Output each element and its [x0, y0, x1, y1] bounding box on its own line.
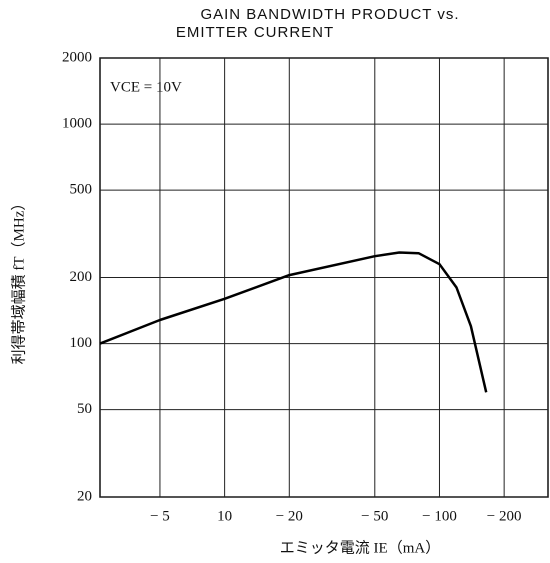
y-tick-label: 200 — [70, 269, 93, 285]
x-axis-label: エミッタ電流 IE（mA） — [280, 539, 440, 556]
x-tick-label: − 100 — [422, 508, 457, 524]
x-tick-label: − 5 — [150, 508, 170, 524]
y-tick-label: 2000 — [62, 49, 92, 65]
y-tick-label: 500 — [70, 182, 93, 198]
y-tick-label: 50 — [77, 401, 92, 417]
y-tick-label: 1000 — [62, 116, 92, 132]
curve — [99, 251, 488, 393]
x-tick-label: − 50 — [361, 508, 388, 524]
annotation: VCE = 10V — [110, 79, 182, 95]
x-tick-label: 10 — [217, 508, 232, 524]
chart-title: GAIN BANDWIDTH PRODUCT vs. — [200, 6, 459, 23]
y-tick-label: 20 — [77, 488, 92, 504]
chart-title: EMITTER CURRENT — [176, 24, 334, 41]
y-tick-label: 100 — [70, 335, 93, 351]
x-tick-label: − 200 — [487, 508, 522, 524]
x-tick-label: − 20 — [276, 508, 303, 524]
y-axis-label: 利得帯域幅積 fT（MHz） — [10, 196, 27, 365]
